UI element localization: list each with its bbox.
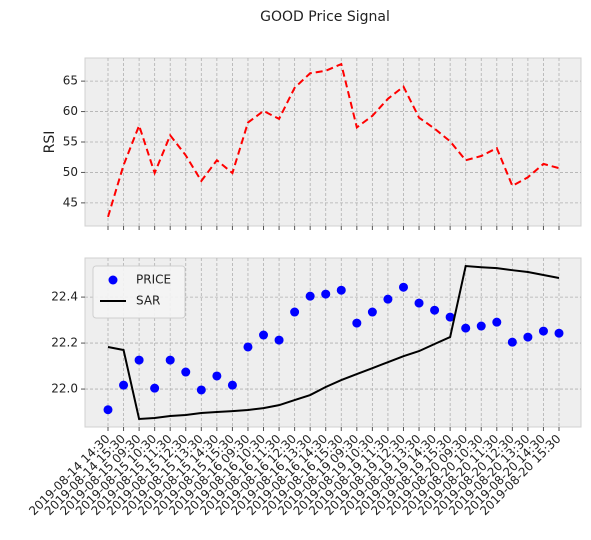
legend-label: SAR xyxy=(136,294,160,308)
point xyxy=(461,323,471,333)
point xyxy=(476,321,486,331)
point xyxy=(119,380,129,390)
point xyxy=(165,355,175,365)
point xyxy=(305,291,315,301)
y-tick-label: 60 xyxy=(63,104,78,118)
point xyxy=(321,289,331,299)
point xyxy=(150,383,160,393)
point xyxy=(181,367,191,377)
legend-marker xyxy=(108,275,118,285)
point xyxy=(367,307,377,317)
y-axis-label: RSI xyxy=(42,131,58,154)
point xyxy=(290,307,300,317)
line xyxy=(107,264,560,421)
point xyxy=(445,312,455,322)
y-tick-label: 65 xyxy=(63,74,78,88)
point xyxy=(259,330,269,340)
y-tick-label: 45 xyxy=(63,195,78,209)
y-tick-label: 22.4 xyxy=(51,290,78,304)
y-tick-label: 50 xyxy=(63,165,78,179)
point xyxy=(352,318,362,328)
point xyxy=(274,335,284,345)
point xyxy=(430,305,440,315)
legend-label: PRICE xyxy=(136,273,171,287)
point xyxy=(507,337,517,347)
y-tick-label: 22.2 xyxy=(51,336,78,350)
point xyxy=(103,405,113,415)
chart-title: GOOD Price Signal xyxy=(260,9,390,25)
point xyxy=(212,371,222,381)
point xyxy=(398,282,408,292)
point xyxy=(538,326,548,336)
point xyxy=(523,332,533,342)
point xyxy=(243,342,253,352)
point xyxy=(492,317,502,327)
y-tick-label: 55 xyxy=(63,135,78,149)
point xyxy=(196,385,206,395)
point xyxy=(227,380,237,390)
point xyxy=(336,285,346,295)
point xyxy=(554,328,564,338)
point xyxy=(414,298,424,308)
point xyxy=(383,294,393,304)
point xyxy=(134,355,144,365)
y-tick-label: 22.0 xyxy=(51,382,78,396)
